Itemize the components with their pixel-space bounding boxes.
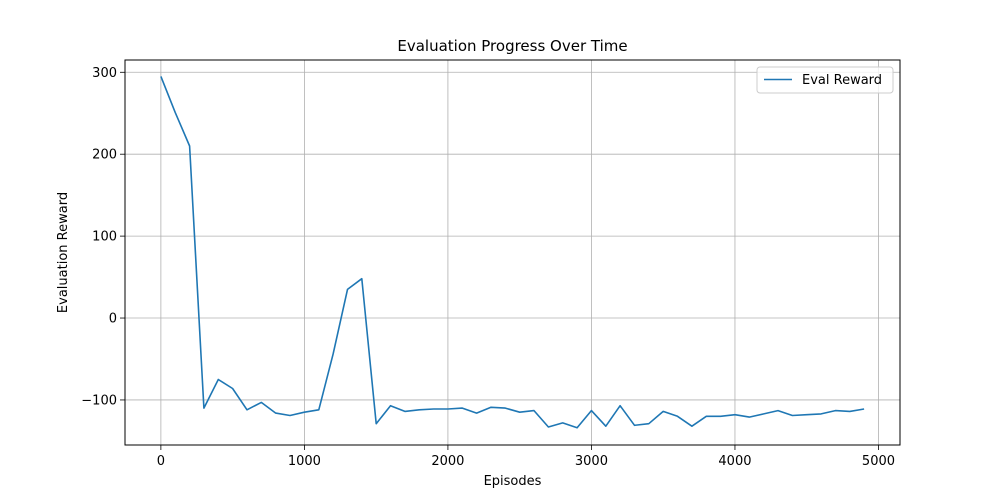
y-tick-label: 0 — [109, 312, 117, 327]
y-tick-label: 100 — [92, 230, 117, 245]
x-tick-label: 4000 — [718, 454, 751, 469]
x-axis-label: Episodes — [484, 474, 542, 489]
legend: Eval Reward — [756, 66, 894, 94]
y-tick-label: 200 — [92, 148, 117, 163]
legend-label-eval-reward: Eval Reward — [802, 73, 882, 88]
series-lines — [160, 76, 865, 429]
y-axis-label: Evaluation Reward — [56, 192, 71, 313]
x-tick-label: 5000 — [862, 454, 895, 469]
plot-area-frame — [124, 59, 901, 446]
x-tick-label: 2000 — [431, 454, 464, 469]
x-axis-ticks: 0 1000 2000 3000 4000 5000 — [157, 445, 895, 469]
y-axis-ticks: −100 0 100 200 300 — [81, 66, 125, 408]
x-tick-label: 0 — [157, 454, 165, 469]
y-tick-label: 300 — [92, 66, 117, 81]
y-tick-label: −100 — [81, 393, 117, 408]
x-tick-label: 3000 — [575, 454, 608, 469]
x-tick-label: 1000 — [288, 454, 321, 469]
legend-box — [756, 66, 894, 94]
series-line-eval-reward — [160, 76, 865, 429]
chart-title: Evaluation Progress Over Time — [397, 37, 627, 55]
